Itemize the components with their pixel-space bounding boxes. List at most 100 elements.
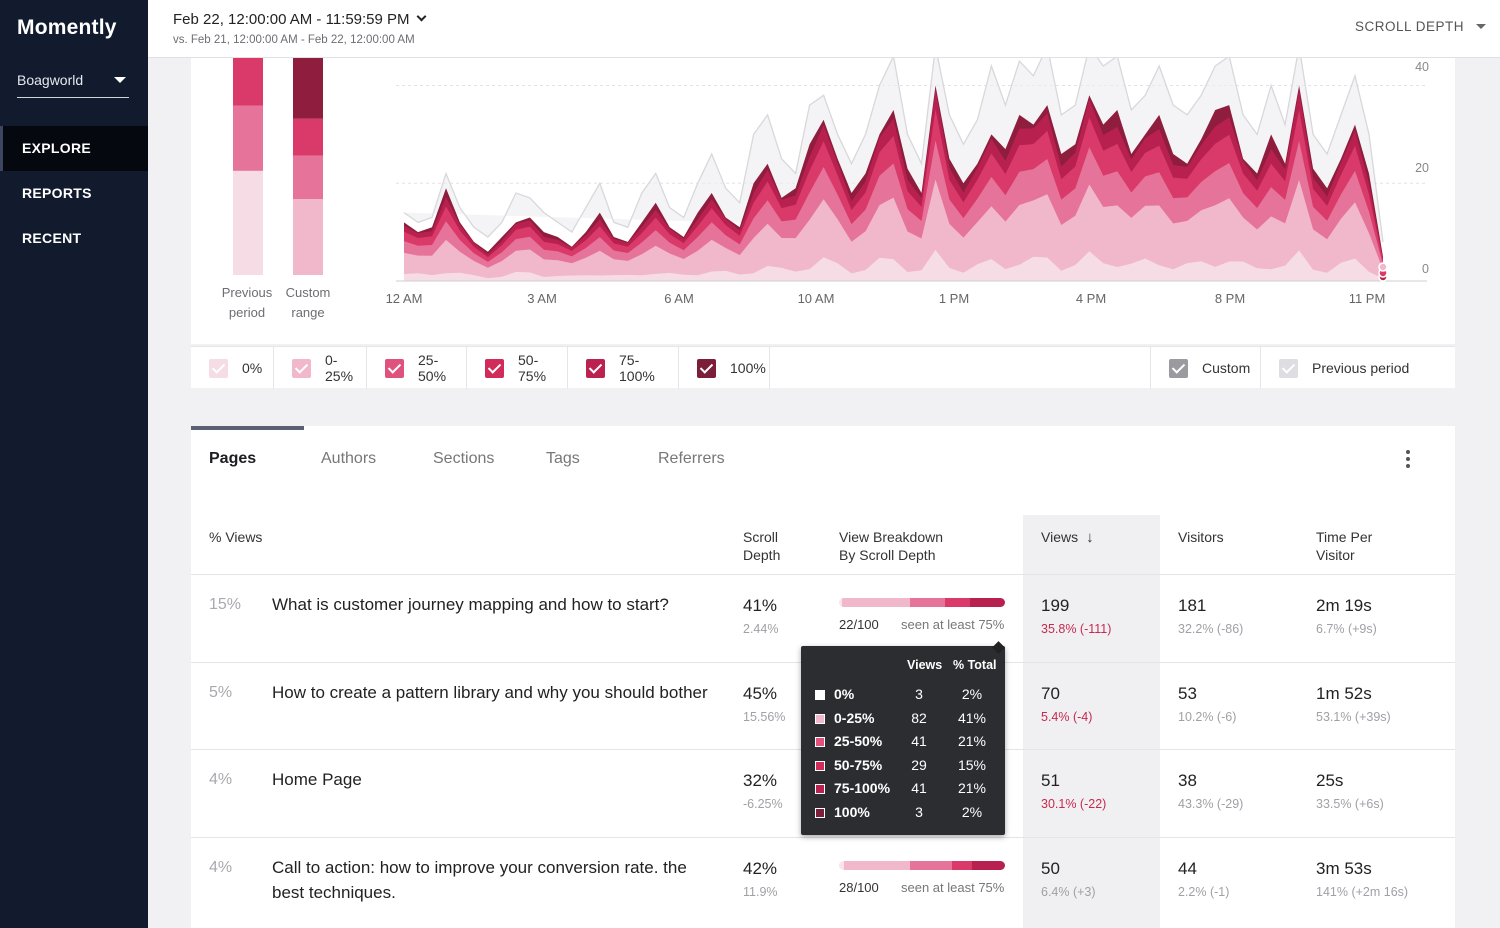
- breakdown-segment: [970, 598, 1005, 607]
- row-breakdown-bar[interactable]: [839, 598, 1005, 607]
- row-visitors-change: 2.2% (-1): [1178, 885, 1230, 899]
- legend-item-50-75[interactable]: 50-75%: [467, 347, 568, 389]
- legend-label: 100%: [730, 360, 766, 376]
- header-view-breakdown[interactable]: View Breakdown By Scroll Depth: [839, 528, 943, 564]
- checkbox-icon: [209, 358, 228, 378]
- legend-item-previous-period[interactable]: Previous period: [1261, 347, 1455, 389]
- legend-label: 0%: [242, 360, 263, 376]
- legend-label: 75-100%: [619, 352, 655, 384]
- tooltip-label: 0%: [834, 686, 855, 702]
- row-scroll-depth: 41%: [743, 596, 778, 615]
- header-line: Scroll: [743, 529, 779, 545]
- tooltip-label: 75-100%: [834, 780, 891, 796]
- header-views-pct[interactable]: % Views: [209, 529, 263, 545]
- nav-item-recent[interactable]: RECENT: [22, 230, 82, 246]
- header-scroll-depth[interactable]: Scroll Depth: [743, 528, 780, 564]
- bar-label-line: range: [291, 305, 325, 320]
- nav-item-reports[interactable]: REPORTS: [22, 185, 92, 201]
- legend-label: 25-50%: [418, 352, 447, 384]
- row-views-pct: 4%: [209, 771, 233, 788]
- row-visitors-change: 43.3% (-29): [1178, 797, 1244, 811]
- legend-item-100[interactable]: 100%: [679, 347, 770, 389]
- row-time-change: 6.7% (+9s): [1316, 622, 1377, 636]
- row-visitors: 53: [1178, 684, 1197, 703]
- legend-item-custom[interactable]: Custom: [1150, 347, 1261, 389]
- nav-item-explore[interactable]: EXPLORE: [0, 126, 148, 171]
- previous-period-bar-segment: [233, 105, 263, 171]
- custom-range-bar-segment: [293, 155, 323, 200]
- x-tick-label: 6 AM: [664, 291, 694, 306]
- breakdown-tooltip: Views % Total 0% 3 2% 0-25% 82 41% 25-50…: [801, 641, 1005, 835]
- breakdown-segment: [951, 861, 972, 870]
- metric-label: SCROLL DEPTH: [1354, 19, 1464, 34]
- row-visitors: 181: [1178, 596, 1207, 615]
- legend-item-0-25[interactable]: 0-25%: [274, 347, 367, 389]
- tab-pages[interactable]: Pages: [209, 450, 257, 467]
- series-end-dot: [1378, 262, 1388, 272]
- header-time-per-visitor[interactable]: Time Per Visitor: [1316, 528, 1372, 564]
- tooltip-views: 82: [911, 710, 927, 726]
- breakdown-segment: [971, 861, 1005, 870]
- swatch-icon: [815, 737, 825, 747]
- tooltip-row: 75-100% 41 21%: [801, 779, 1005, 801]
- row-title-link[interactable]: How to create a pattern library and why …: [272, 683, 708, 702]
- active-tab-indicator: [191, 426, 304, 430]
- legend-item-0[interactable]: 0%: [191, 347, 274, 389]
- row-scroll-depth: 32%: [743, 771, 778, 790]
- row-title-link[interactable]: What is customer journey mapping and how…: [272, 595, 669, 614]
- date-range-picker[interactable]: Feb 22, 12:00:00 AM - 11:59:59 PM: [173, 11, 426, 28]
- header-line: By Scroll Depth: [839, 547, 936, 563]
- row-visitors: 38: [1178, 771, 1197, 790]
- row-scroll-change: -6.25%: [743, 797, 783, 811]
- bar-label-line: Custom: [285, 285, 331, 300]
- checkbox-icon: [1279, 358, 1298, 378]
- tooltip-total: 2%: [961, 686, 983, 702]
- row-title-link[interactable]: Call to action: how to improve your conv…: [272, 858, 687, 902]
- row-scroll-change: 11.9%: [743, 885, 778, 899]
- tab-sections[interactable]: Sections: [433, 450, 495, 467]
- tooltip-label: 100%: [834, 804, 870, 820]
- row-views-change: 5.4% (-4): [1041, 710, 1093, 724]
- row-visitors-change: 32.2% (-86): [1178, 622, 1244, 636]
- row-time-change: 141% (+2m 16s): [1316, 885, 1409, 899]
- row-time-per-visitor: 1m 52s: [1316, 684, 1372, 703]
- custom-range-bar-segment: [293, 118, 323, 156]
- header-views-sorted[interactable]: Views: [1041, 528, 1094, 547]
- x-tick-label: 1 PM: [938, 291, 970, 306]
- more-options-icon[interactable]: [1405, 450, 1411, 471]
- tooltip-header-total: % Total: [953, 658, 997, 672]
- site-selector[interactable]: Boagworld: [17, 72, 129, 98]
- row-views-change: 6.4% (+3): [1041, 885, 1096, 899]
- views-column-highlight: [1023, 515, 1160, 928]
- header-line: Visitor: [1316, 547, 1355, 563]
- tab-tags[interactable]: Tags: [546, 450, 580, 467]
- tab-referrers[interactable]: Referrers: [658, 450, 725, 467]
- breakdown-segment: [839, 598, 843, 607]
- x-tick-label: 3 AM: [527, 291, 557, 306]
- row-breakdown-bar[interactable]: [839, 861, 1005, 870]
- tooltip-total: 21%: [957, 780, 987, 796]
- app-logo[interactable]: Momently: [17, 16, 117, 39]
- row-scroll-change: 15.56%: [743, 710, 786, 724]
- legend-label: Previous period: [1312, 360, 1410, 376]
- x-tick-label: 4 PM: [1075, 291, 1107, 306]
- header-visitors[interactable]: Visitors: [1178, 529, 1224, 545]
- scroll-depth-chart[interactable]: [191, 58, 1455, 344]
- row-time-per-visitor: 25s: [1316, 771, 1344, 790]
- header-line: Time Per: [1316, 529, 1373, 545]
- tooltip-row: 100% 3 2%: [801, 803, 1005, 825]
- caret-down-icon: [114, 77, 126, 83]
- legend-item-75-100[interactable]: 75-100%: [568, 347, 679, 389]
- x-tick-label: 12 AM: [385, 291, 423, 306]
- chart-legend: 0% 0-25% 25-50% 50-75% 75-100% 100% Cust…: [191, 346, 1455, 389]
- row-title-link[interactable]: Home Page: [272, 770, 362, 789]
- row-breakdown-score: 28/100: [839, 880, 879, 895]
- metric-selector[interactable]: SCROLL DEPTH: [1355, 19, 1486, 34]
- tab-authors[interactable]: Authors: [321, 450, 377, 467]
- legend-item-25-50[interactable]: 25-50%: [367, 347, 467, 389]
- header-bar: Feb 22, 12:00:00 AM - 11:59:59 PM vs. Fe…: [148, 0, 1500, 58]
- legend-label: 0-25%: [325, 352, 354, 384]
- row-visitors: 44: [1178, 859, 1197, 878]
- checkbox-icon: [697, 358, 716, 378]
- tooltip-views: 41: [911, 780, 927, 796]
